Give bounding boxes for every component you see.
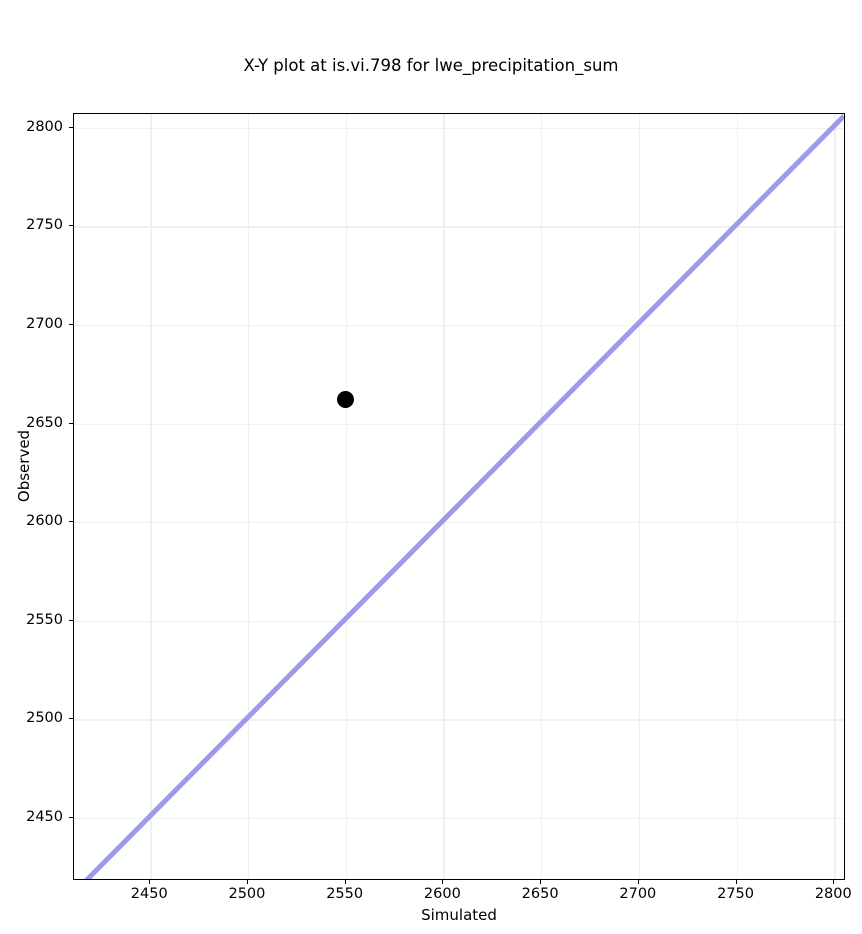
y-axis-label: Observed	[15, 429, 33, 503]
x-tick-mark	[149, 880, 151, 884]
gridline-vertical	[638, 114, 641, 879]
gridline-vertical	[345, 114, 347, 879]
x-tick-mark	[540, 880, 542, 884]
plot-area	[73, 113, 845, 880]
x-tick-label: 2700	[619, 886, 657, 902]
x-axis-label: Simulated	[421, 906, 497, 924]
y-tick-label: 2550	[26, 611, 63, 628]
gridline-horizontal	[74, 226, 844, 228]
y-tick-mark	[69, 225, 73, 227]
x-tick-label: 2500	[228, 886, 266, 902]
gridline-vertical	[541, 114, 543, 879]
y-tick-label: 2750	[26, 217, 63, 234]
gridline-horizontal	[74, 719, 844, 721]
gridline-vertical	[736, 114, 738, 879]
y-tick-mark	[69, 816, 73, 818]
gridline-horizontal	[74, 324, 844, 327]
y-tick-mark	[69, 323, 73, 326]
y-tick-mark	[69, 521, 73, 523]
x-tick-mark	[246, 880, 249, 884]
x-tick-mark	[637, 880, 639, 884]
y-tick-label: 2650	[26, 414, 63, 431]
gridline-horizontal	[74, 522, 844, 524]
x-tick-label: 2650	[521, 886, 559, 902]
y-tick-label: 2500	[26, 710, 63, 727]
x-tick-label: 2600	[423, 886, 461, 902]
x-tick-label: 2800	[814, 886, 852, 902]
x-tick-label: 2550	[326, 886, 364, 902]
one-to-one-reference-line	[74, 114, 844, 879]
y-tick-label: 2600	[26, 513, 63, 530]
x-tick-mark	[833, 880, 835, 884]
y-tick-mark	[69, 718, 73, 720]
gridline-horizontal	[74, 127, 844, 130]
x-tick-mark	[735, 880, 737, 884]
chart-title-line-1: X-Y plot at is.vi.798 for lwe_precipitat…	[243, 56, 619, 75]
gridline-vertical	[834, 114, 836, 879]
y-tick-mark	[69, 126, 73, 128]
y-tick-label: 2450	[26, 808, 63, 825]
gridline-horizontal	[74, 620, 844, 623]
y-tick-mark	[69, 422, 73, 424]
gridline-horizontal	[74, 423, 844, 425]
y-tick-label: 2700	[26, 315, 63, 332]
x-tick-label: 2450	[130, 886, 168, 902]
y-tick-mark	[69, 619, 73, 621]
x-tick-mark	[442, 880, 444, 884]
gridline-vertical	[247, 114, 250, 879]
gridline-vertical	[150, 114, 152, 879]
x-tick-mark	[344, 880, 346, 884]
gridline-vertical	[443, 114, 445, 879]
x-tick-label: 2750	[717, 886, 754, 902]
y-tick-label: 2800	[26, 118, 63, 135]
scatter-point	[337, 391, 355, 409]
gridline-horizontal	[74, 817, 844, 820]
